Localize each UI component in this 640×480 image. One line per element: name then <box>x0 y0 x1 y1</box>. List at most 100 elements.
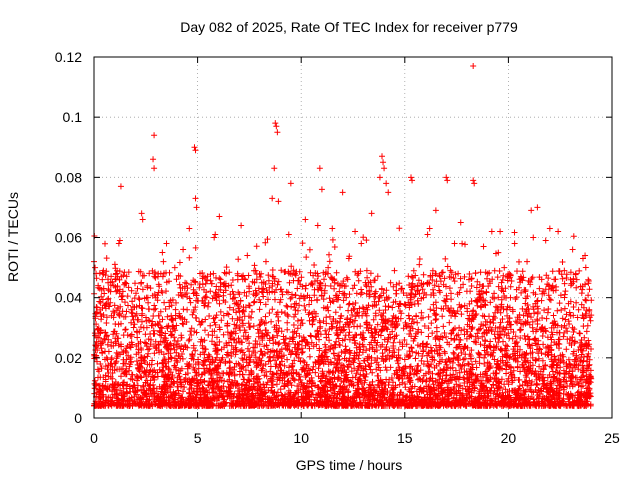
data-point <box>95 282 102 289</box>
data-point <box>117 183 124 190</box>
data-point <box>116 237 123 244</box>
data-point <box>180 246 187 253</box>
data-point <box>212 231 219 238</box>
data-point <box>216 213 223 220</box>
data-point <box>470 177 477 184</box>
x-tick-label: 25 <box>604 430 620 446</box>
data-point <box>381 165 388 172</box>
data-point <box>99 276 106 283</box>
data-point <box>92 264 99 271</box>
x-tick-label: 20 <box>501 430 517 446</box>
data-point <box>258 288 265 295</box>
data-point <box>192 147 199 154</box>
data-point <box>447 267 454 274</box>
data-point <box>565 300 572 307</box>
data-point <box>492 303 499 310</box>
data-point <box>530 234 537 241</box>
data-point <box>517 273 524 280</box>
data-point <box>368 210 375 217</box>
data-point <box>325 264 332 271</box>
data-point <box>269 195 276 202</box>
data-point <box>352 228 359 235</box>
data-point <box>420 294 427 301</box>
data-point <box>191 144 198 151</box>
data-point <box>555 228 562 235</box>
data-point <box>488 228 495 235</box>
data-point <box>139 216 146 223</box>
data-point <box>128 306 135 313</box>
data-point <box>569 246 576 253</box>
data-point <box>115 240 122 247</box>
data-point <box>107 288 114 295</box>
x-tick-label: 5 <box>194 430 202 446</box>
x-tick-labels: 0 5 10 15 20 25 <box>90 430 620 446</box>
data-point <box>160 258 167 265</box>
data-point <box>385 189 392 196</box>
y-axis-label: ROTI / TECUs <box>5 192 21 282</box>
data-point <box>274 129 281 136</box>
data-point <box>372 288 379 295</box>
data-point <box>159 249 166 256</box>
data-point <box>279 291 286 298</box>
x-tick-label: 15 <box>397 430 413 446</box>
data-point <box>273 123 280 130</box>
data-point <box>426 225 433 232</box>
data-point <box>252 267 259 274</box>
data-point <box>134 285 141 292</box>
y-tick-label: 0 <box>74 410 82 426</box>
data-point <box>345 255 352 262</box>
x-tick-label: 10 <box>293 430 309 446</box>
data-point <box>380 159 387 166</box>
data-point <box>155 270 162 277</box>
data-point <box>451 240 458 247</box>
data-point <box>409 177 416 184</box>
data-point <box>262 258 269 265</box>
data-point <box>538 297 545 304</box>
data-point <box>507 294 514 301</box>
data-point <box>379 153 386 160</box>
data-point <box>457 219 464 226</box>
data-point <box>287 180 294 187</box>
data-point <box>138 210 145 217</box>
data-point <box>376 174 383 181</box>
data-point <box>271 165 278 172</box>
data-point <box>362 279 369 286</box>
data-point <box>163 240 170 247</box>
data-point <box>408 174 415 181</box>
data-point <box>275 198 282 205</box>
data-point <box>211 234 218 241</box>
data-point <box>329 225 336 232</box>
data-point <box>186 225 193 232</box>
data-point <box>200 273 207 280</box>
y-tick-label: 0.08 <box>55 169 82 185</box>
data-point <box>238 222 245 229</box>
x-tick-label: 0 <box>90 430 98 446</box>
data-point <box>171 264 178 271</box>
data-point <box>497 228 504 235</box>
y-tick-label: 0.12 <box>55 49 82 65</box>
data-point <box>397 300 404 307</box>
data-point <box>391 267 398 274</box>
data-point <box>501 264 508 271</box>
data-point <box>582 252 589 259</box>
data-point <box>193 204 200 211</box>
data-point <box>524 258 531 265</box>
data-point <box>204 303 211 310</box>
data-point <box>484 270 491 277</box>
data-point <box>579 255 586 262</box>
data-point <box>471 180 478 187</box>
data-point <box>231 294 238 301</box>
data-point <box>335 294 342 301</box>
data-point <box>383 180 390 187</box>
data-point <box>480 243 487 250</box>
x-axis-label: GPS time / hours <box>296 457 403 473</box>
y-tick-label: 0.06 <box>55 230 82 246</box>
data-point <box>573 276 580 283</box>
data-point <box>476 291 483 298</box>
data-point <box>316 165 323 172</box>
y-tick-label: 0.02 <box>55 350 82 366</box>
data-point <box>150 156 157 163</box>
data-point <box>511 240 518 247</box>
data-point <box>151 165 158 172</box>
